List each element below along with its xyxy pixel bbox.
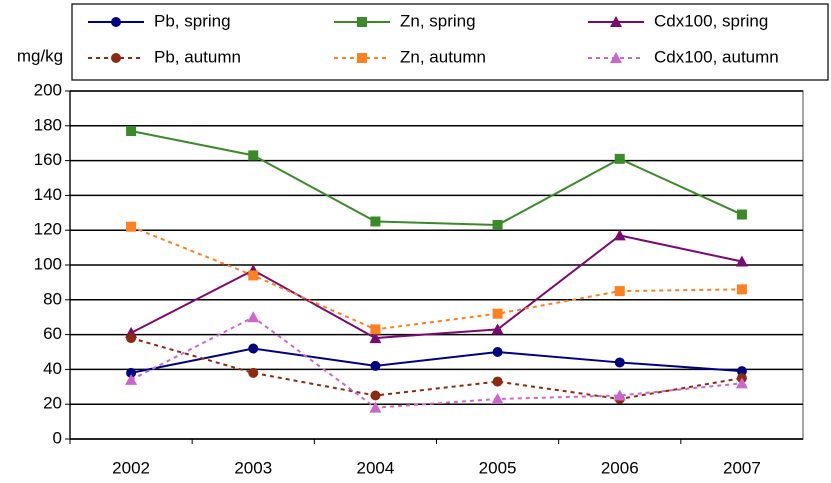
legend-label: Zn, spring <box>400 11 476 30</box>
data-point <box>491 392 504 404</box>
legend-marker <box>610 16 622 27</box>
series-line <box>130 316 743 409</box>
data-point <box>126 126 137 137</box>
y-tick-label: 60 <box>43 324 62 343</box>
data-point <box>614 286 625 297</box>
data-point <box>492 376 503 387</box>
data-point <box>370 360 381 371</box>
x-tick-label: 2007 <box>723 458 761 477</box>
series-line <box>130 234 743 340</box>
y-tick-label: 100 <box>34 254 62 273</box>
y-tick-label: 180 <box>34 115 62 134</box>
data-point <box>735 255 748 267</box>
y-tick-label: 200 <box>34 80 62 99</box>
legend-label: Cdx100, spring <box>654 11 768 30</box>
series-line <box>130 130 743 226</box>
data-point <box>369 401 382 413</box>
legend-marker <box>111 53 121 63</box>
x-tick-label: 2002 <box>112 458 150 477</box>
data-point <box>126 367 137 378</box>
data-point <box>370 216 381 227</box>
data-point <box>492 219 503 230</box>
legend-marker <box>357 53 367 63</box>
x-tick-label: 2004 <box>357 458 395 477</box>
data-point <box>613 229 626 241</box>
y-tick-label: 20 <box>43 394 62 413</box>
data-point <box>736 284 747 295</box>
x-tick-label: 2003 <box>234 458 272 477</box>
series-line <box>130 347 742 374</box>
data-point <box>370 324 381 335</box>
data-point <box>248 367 259 378</box>
series-line <box>130 337 743 400</box>
legend-label: Zn, autumn <box>400 47 486 66</box>
y-tick-label: 140 <box>34 185 62 204</box>
data-point <box>126 333 137 344</box>
data-point <box>614 153 625 164</box>
data-point <box>492 347 503 357</box>
data-point <box>247 311 260 323</box>
data-point <box>248 150 259 161</box>
y-tick-label: 120 <box>34 220 62 239</box>
data-point <box>491 323 504 335</box>
x-tick-label: 2006 <box>601 458 639 477</box>
y-axis-label: mg/kg <box>17 46 63 65</box>
data-point <box>736 366 747 377</box>
data-point <box>613 389 626 401</box>
legend-label: Pb, autumn <box>154 47 241 66</box>
y-tick-label: 0 <box>53 428 62 447</box>
data-point <box>736 209 747 220</box>
legend-marker <box>111 17 121 27</box>
data-point <box>735 377 748 389</box>
y-tick-label: 160 <box>34 150 62 169</box>
legend-marker <box>357 17 367 27</box>
legend-label: Pb, spring <box>154 11 231 30</box>
legend-marker <box>610 52 622 63</box>
data-point <box>369 332 382 344</box>
data-point <box>126 221 137 232</box>
legend-label: Cdx100, autumn <box>654 47 779 66</box>
data-point <box>125 373 138 385</box>
y-tick-label: 40 <box>43 359 62 378</box>
data-point <box>248 343 259 354</box>
y-tick-label: 80 <box>43 289 62 308</box>
data-point <box>614 357 625 368</box>
data-point <box>370 390 381 401</box>
x-tick-label: 2005 <box>479 458 517 477</box>
data-point <box>492 308 503 319</box>
data-point <box>248 270 259 281</box>
legend-box <box>71 3 829 81</box>
